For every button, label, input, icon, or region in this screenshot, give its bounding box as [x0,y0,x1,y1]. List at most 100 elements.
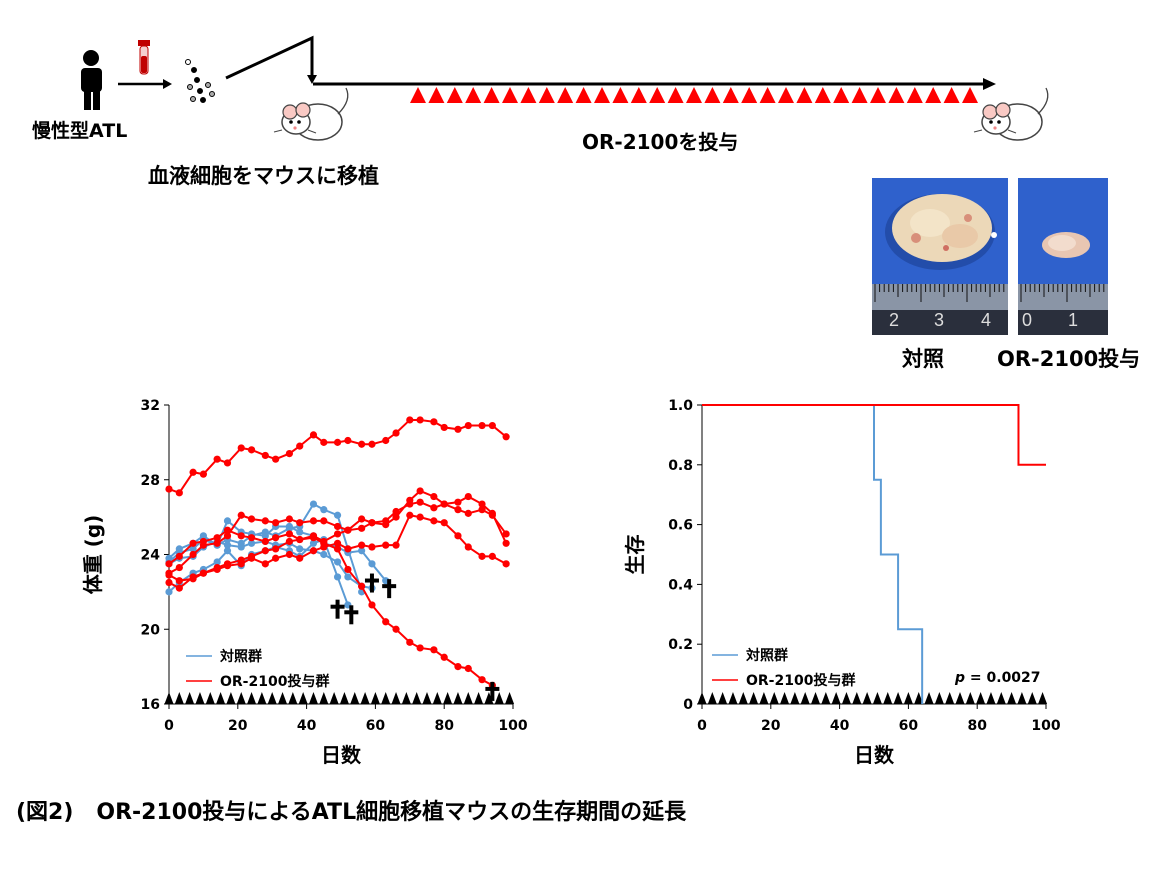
dosing-triangle [465,87,482,103]
data-point [382,541,390,549]
data-point [189,468,197,476]
data-point [247,534,256,542]
data-point [296,545,304,553]
dose-marker [976,692,986,704]
dose-marker [986,692,996,704]
data-point [272,545,280,553]
dose-marker [195,692,205,704]
data-point [237,543,245,551]
x-tick-label: 80 [434,718,454,734]
data-point [237,511,245,519]
data-point [392,507,400,516]
cells-icon [185,59,215,103]
data-point [368,560,376,568]
data-point [440,653,448,661]
dosing-triangle [851,87,868,103]
data-point [440,423,448,432]
data-point [189,550,197,559]
dosing-triangle [410,87,426,103]
data-point [261,451,269,460]
mouse-icon [973,87,1049,141]
dosing-triangle [428,87,445,103]
data-point [199,569,207,577]
data-point [430,492,438,501]
dose-marker [821,692,831,704]
data-point [416,498,424,506]
data-point [320,550,328,559]
data-point [272,554,280,562]
data-point [261,547,269,555]
dose-marker [185,692,195,704]
data-point [344,565,352,574]
data-point [454,663,462,671]
data-point [272,455,280,463]
dosing-triangle [612,87,629,103]
dosing-triangle [575,87,592,103]
dose-marker [738,692,748,704]
data-point [454,425,462,433]
data-point [392,513,400,521]
data-point [406,500,414,508]
data-point [502,539,510,547]
data-point [296,528,304,536]
data-point [213,455,221,463]
data-point [344,545,352,553]
data-point [199,470,207,478]
data-point [333,545,342,553]
data-point [392,625,400,633]
dose-marker [236,692,246,704]
data-point [165,554,173,562]
dose-marker [883,692,893,704]
data-point [358,515,366,523]
data-point [333,522,342,531]
dose-marker [697,692,707,704]
dosing-triangle [520,87,537,103]
data-point [392,541,400,549]
dose-marker [401,692,411,704]
data-point [309,539,318,547]
x-tick-label: 40 [830,718,850,734]
data-point [320,537,328,546]
data-point [416,416,424,424]
dosing-triangle [630,87,647,103]
dose-marker [319,692,329,704]
dosing-triangle [594,87,610,103]
dose-marker [370,692,380,704]
data-point [247,554,256,562]
x-tick-label: 0 [697,718,707,734]
data-point [358,440,366,448]
data-point [430,517,438,525]
dose-marker [728,692,738,704]
data-point [261,560,269,568]
death-marker [369,573,374,593]
dose-marker [350,692,360,704]
dose-marker [453,692,463,704]
data-point [358,547,366,555]
data-point [175,552,183,560]
data-point [368,440,376,448]
x-tick-label: 60 [899,718,919,734]
dosing-triangle [704,87,721,103]
dosing-triangle [649,87,666,103]
y-tick-label: 28 [141,473,160,489]
dose-marker [205,692,215,704]
data-point [175,545,183,553]
data-point [464,664,472,673]
dosing-triangle [833,87,850,103]
dose-marker [216,692,226,704]
dose-marker [174,692,184,704]
x-axis-label: 日数 [321,743,362,767]
dose-marker [298,692,308,704]
death-marker [335,599,340,619]
data-point [296,519,304,527]
dose-marker [759,692,769,704]
data-point [223,547,232,555]
data-point [261,532,269,540]
dose-marker [965,692,975,704]
legend-label: OR-2100投与群 [220,673,329,690]
death-marker [344,610,359,615]
x-tick-label: 0 [164,718,174,734]
dosing-triangle [778,87,794,103]
dose-marker [329,692,339,704]
data-point [478,676,486,684]
